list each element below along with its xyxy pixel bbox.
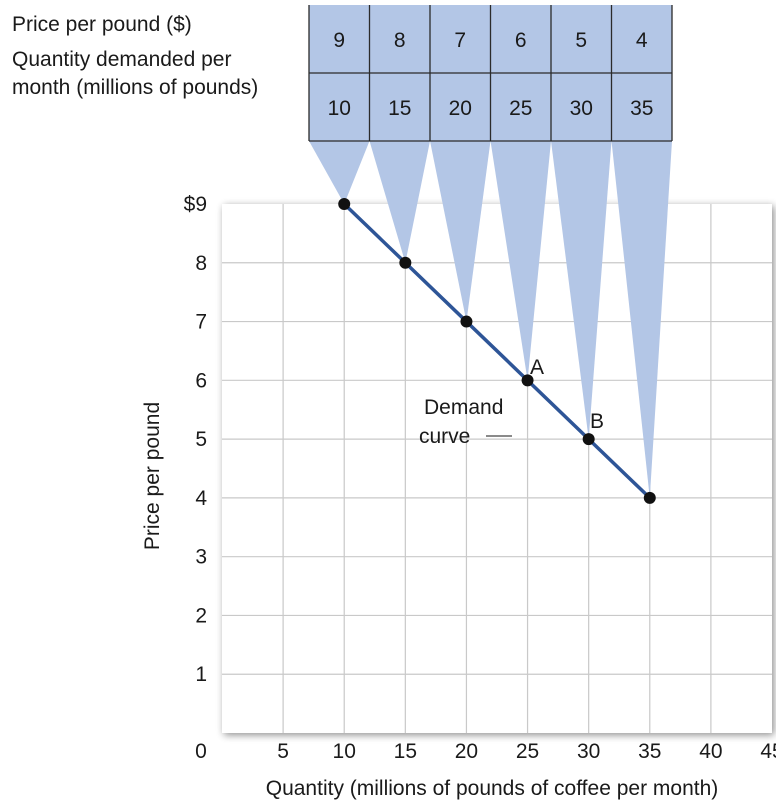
x-tick-label: 5 — [277, 740, 289, 763]
y-tick-label: 2 — [195, 604, 207, 627]
data-point — [399, 256, 412, 269]
table-cell-price: 9 — [333, 29, 345, 52]
table-cell-quantity: 30 — [570, 97, 593, 120]
table-wedge — [369, 141, 430, 263]
table-wedge — [490, 141, 551, 381]
y-tick-label: 3 — [195, 546, 207, 569]
table-wedge — [430, 141, 491, 322]
table-cell-quantity: 15 — [388, 97, 411, 120]
y-tick-label: 8 — [195, 252, 207, 275]
table-cell-price: 7 — [454, 29, 466, 52]
x-tick-label: 30 — [577, 740, 600, 763]
y-tick-label: $9 — [184, 193, 207, 216]
y-tick-labels: 1 2 3 4 5 6 7 8 $9 — [184, 193, 208, 686]
data-point — [521, 374, 534, 387]
x-tick-label: 20 — [455, 740, 478, 763]
x-tick-label: 15 — [394, 740, 417, 763]
x-tick-labels: 0 5 10 15 20 25 30 35 40 45 — [195, 740, 776, 763]
table-cell-price: 5 — [575, 29, 587, 52]
y-tick-label: 1 — [195, 663, 207, 686]
table-cell-price: 8 — [394, 29, 406, 52]
table-cell-price: 4 — [636, 29, 648, 52]
table-cell-quantity: 10 — [328, 97, 351, 120]
data-point — [338, 198, 351, 210]
y-tick-label: 4 — [195, 487, 207, 510]
table-label-quantity-1: Quantity demanded per — [12, 48, 231, 71]
table-wedge — [551, 141, 612, 440]
y-axis-title: Price per pound — [141, 402, 164, 550]
y-tick-label: 6 — [195, 369, 207, 392]
table-wedge — [611, 141, 672, 498]
data-point — [460, 315, 473, 328]
table-cell-quantity: 35 — [630, 97, 653, 120]
y-tick-label: 5 — [195, 428, 207, 451]
x-tick-label: 40 — [699, 740, 722, 763]
demand-curve-line — [343, 202, 651, 500]
demand-label-line1: Demand — [424, 396, 503, 419]
table-wedges — [309, 141, 672, 498]
plot-frame — [222, 204, 772, 733]
demand-label-line2: curve — [419, 425, 470, 448]
point-label-a: A — [530, 356, 544, 379]
table-cell-price: 6 — [515, 29, 527, 52]
price-quantity-table: 9 10 8 15 7 20 6 25 5 30 4 35 — [308, 5, 673, 142]
data-point — [582, 433, 595, 446]
demand-series — [338, 198, 656, 504]
table-label-price: Price per pound ($) — [12, 13, 192, 36]
x-tick-label: 45 — [760, 740, 776, 763]
point-label-b: B — [590, 410, 604, 433]
table-cell-quantity: 20 — [449, 97, 472, 120]
table-label-quantity-2: month (millions of pounds) — [12, 76, 258, 99]
table-cell-quantity: 25 — [509, 97, 532, 120]
y-tick-label: 7 — [195, 311, 207, 334]
x-tick-label: 25 — [516, 740, 539, 763]
x-tick-label: 35 — [638, 740, 661, 763]
x-tick-label: 10 — [333, 740, 356, 763]
data-point — [643, 491, 656, 504]
table-wedge — [309, 141, 370, 204]
x-tick-label: 0 — [195, 740, 207, 763]
x-axis-title: Quantity (millions of pounds of coffee p… — [266, 777, 719, 800]
